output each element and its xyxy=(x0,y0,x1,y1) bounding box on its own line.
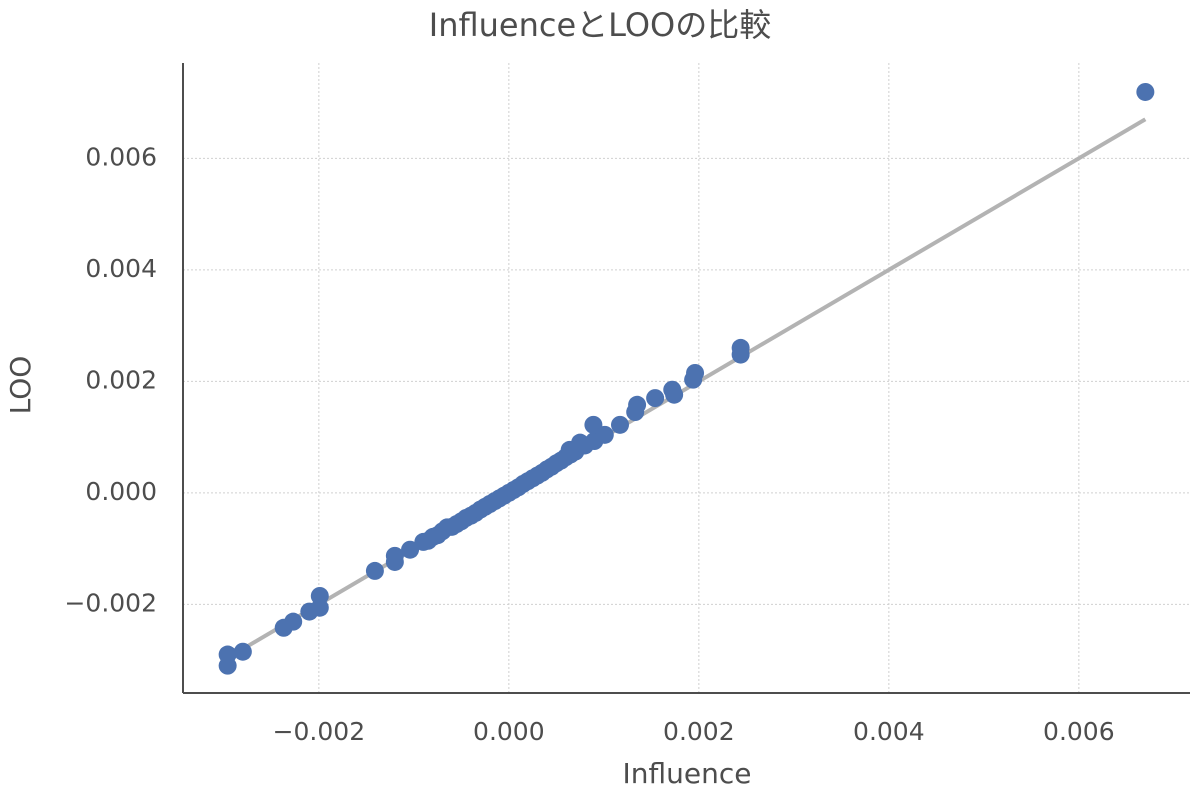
y-axis-label: LOO xyxy=(4,356,37,415)
point xyxy=(233,642,252,661)
x-tick-label: 0.000 xyxy=(473,717,545,746)
point xyxy=(365,561,384,580)
x-axis-label: Influence xyxy=(623,757,752,790)
point xyxy=(218,656,237,675)
x-tick-label: 0.006 xyxy=(1043,717,1115,746)
point xyxy=(284,612,303,631)
point xyxy=(665,385,684,404)
point xyxy=(571,433,590,452)
point xyxy=(731,345,750,364)
y-tick-label: 0.000 xyxy=(85,477,157,506)
y-tick-label: 0.006 xyxy=(85,142,157,171)
y-tick-label: 0.002 xyxy=(85,365,157,394)
y-tick-label: −0.002 xyxy=(64,588,157,617)
point xyxy=(401,540,420,559)
point xyxy=(686,363,705,382)
chart-title: InfluenceとLOOの比較 xyxy=(429,6,771,44)
x-tick-label: −0.002 xyxy=(273,717,366,746)
point xyxy=(611,415,629,434)
x-tick-label: 0.004 xyxy=(853,717,925,746)
point xyxy=(385,552,404,571)
point xyxy=(1136,82,1155,101)
point xyxy=(595,425,614,444)
point xyxy=(310,598,329,617)
x-tick-label: 0.002 xyxy=(663,717,735,746)
point xyxy=(628,395,647,414)
point xyxy=(646,389,665,408)
y-tick-label: 0.004 xyxy=(85,254,157,283)
